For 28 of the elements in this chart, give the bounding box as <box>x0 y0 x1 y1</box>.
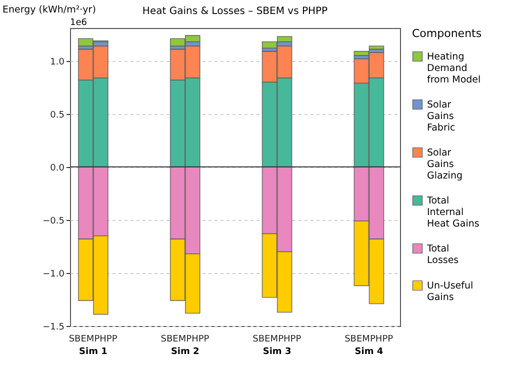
legend-label: Un-Useful Gains <box>427 280 474 303</box>
y-tick-label: 0.0 <box>50 163 65 174</box>
text: Sim 1 <box>79 347 108 357</box>
legend-label: Solar Gains Fabric <box>427 100 456 134</box>
legend-label: Heating Demand from Model <box>427 52 481 86</box>
y-tick-label: −1.0 <box>42 269 65 280</box>
legend-label: Total Losses <box>426 244 459 266</box>
x-tick-label: SBEM <box>252 334 278 344</box>
y-tick-label: −1.5 <box>42 322 64 332</box>
y-tick-label: 0.5 <box>50 110 64 120</box>
x-tick-label: SBEM <box>160 334 186 344</box>
x-tick-label: PHPP <box>94 334 118 344</box>
text: 1e6 <box>70 18 88 28</box>
y-tick-label: 1.0 <box>50 57 65 68</box>
text: Sim 4 <box>354 347 384 357</box>
x-tick-label: SBEM <box>68 334 94 344</box>
legend-label: Total Internal Heat Gains <box>426 196 480 230</box>
x-tick-label: PHPP <box>370 334 394 344</box>
legend-label: Solar Gains Glazing <box>427 148 462 182</box>
chart-title: Heat Gains & Losses – SBEM vs PHPP <box>142 6 328 17</box>
legend-title: Components <box>412 27 482 40</box>
text: Sim 3 <box>262 347 292 357</box>
x-tick-label: PHPP <box>186 334 210 344</box>
y-axis-title: Energy (kWh/m²·yr) <box>2 4 96 16</box>
text: Sim 2 <box>170 347 200 357</box>
y-tick-label: −0.5 <box>42 216 64 226</box>
x-tick-label: SBEM <box>344 334 370 344</box>
x-tick-label: PHPP <box>278 334 302 344</box>
